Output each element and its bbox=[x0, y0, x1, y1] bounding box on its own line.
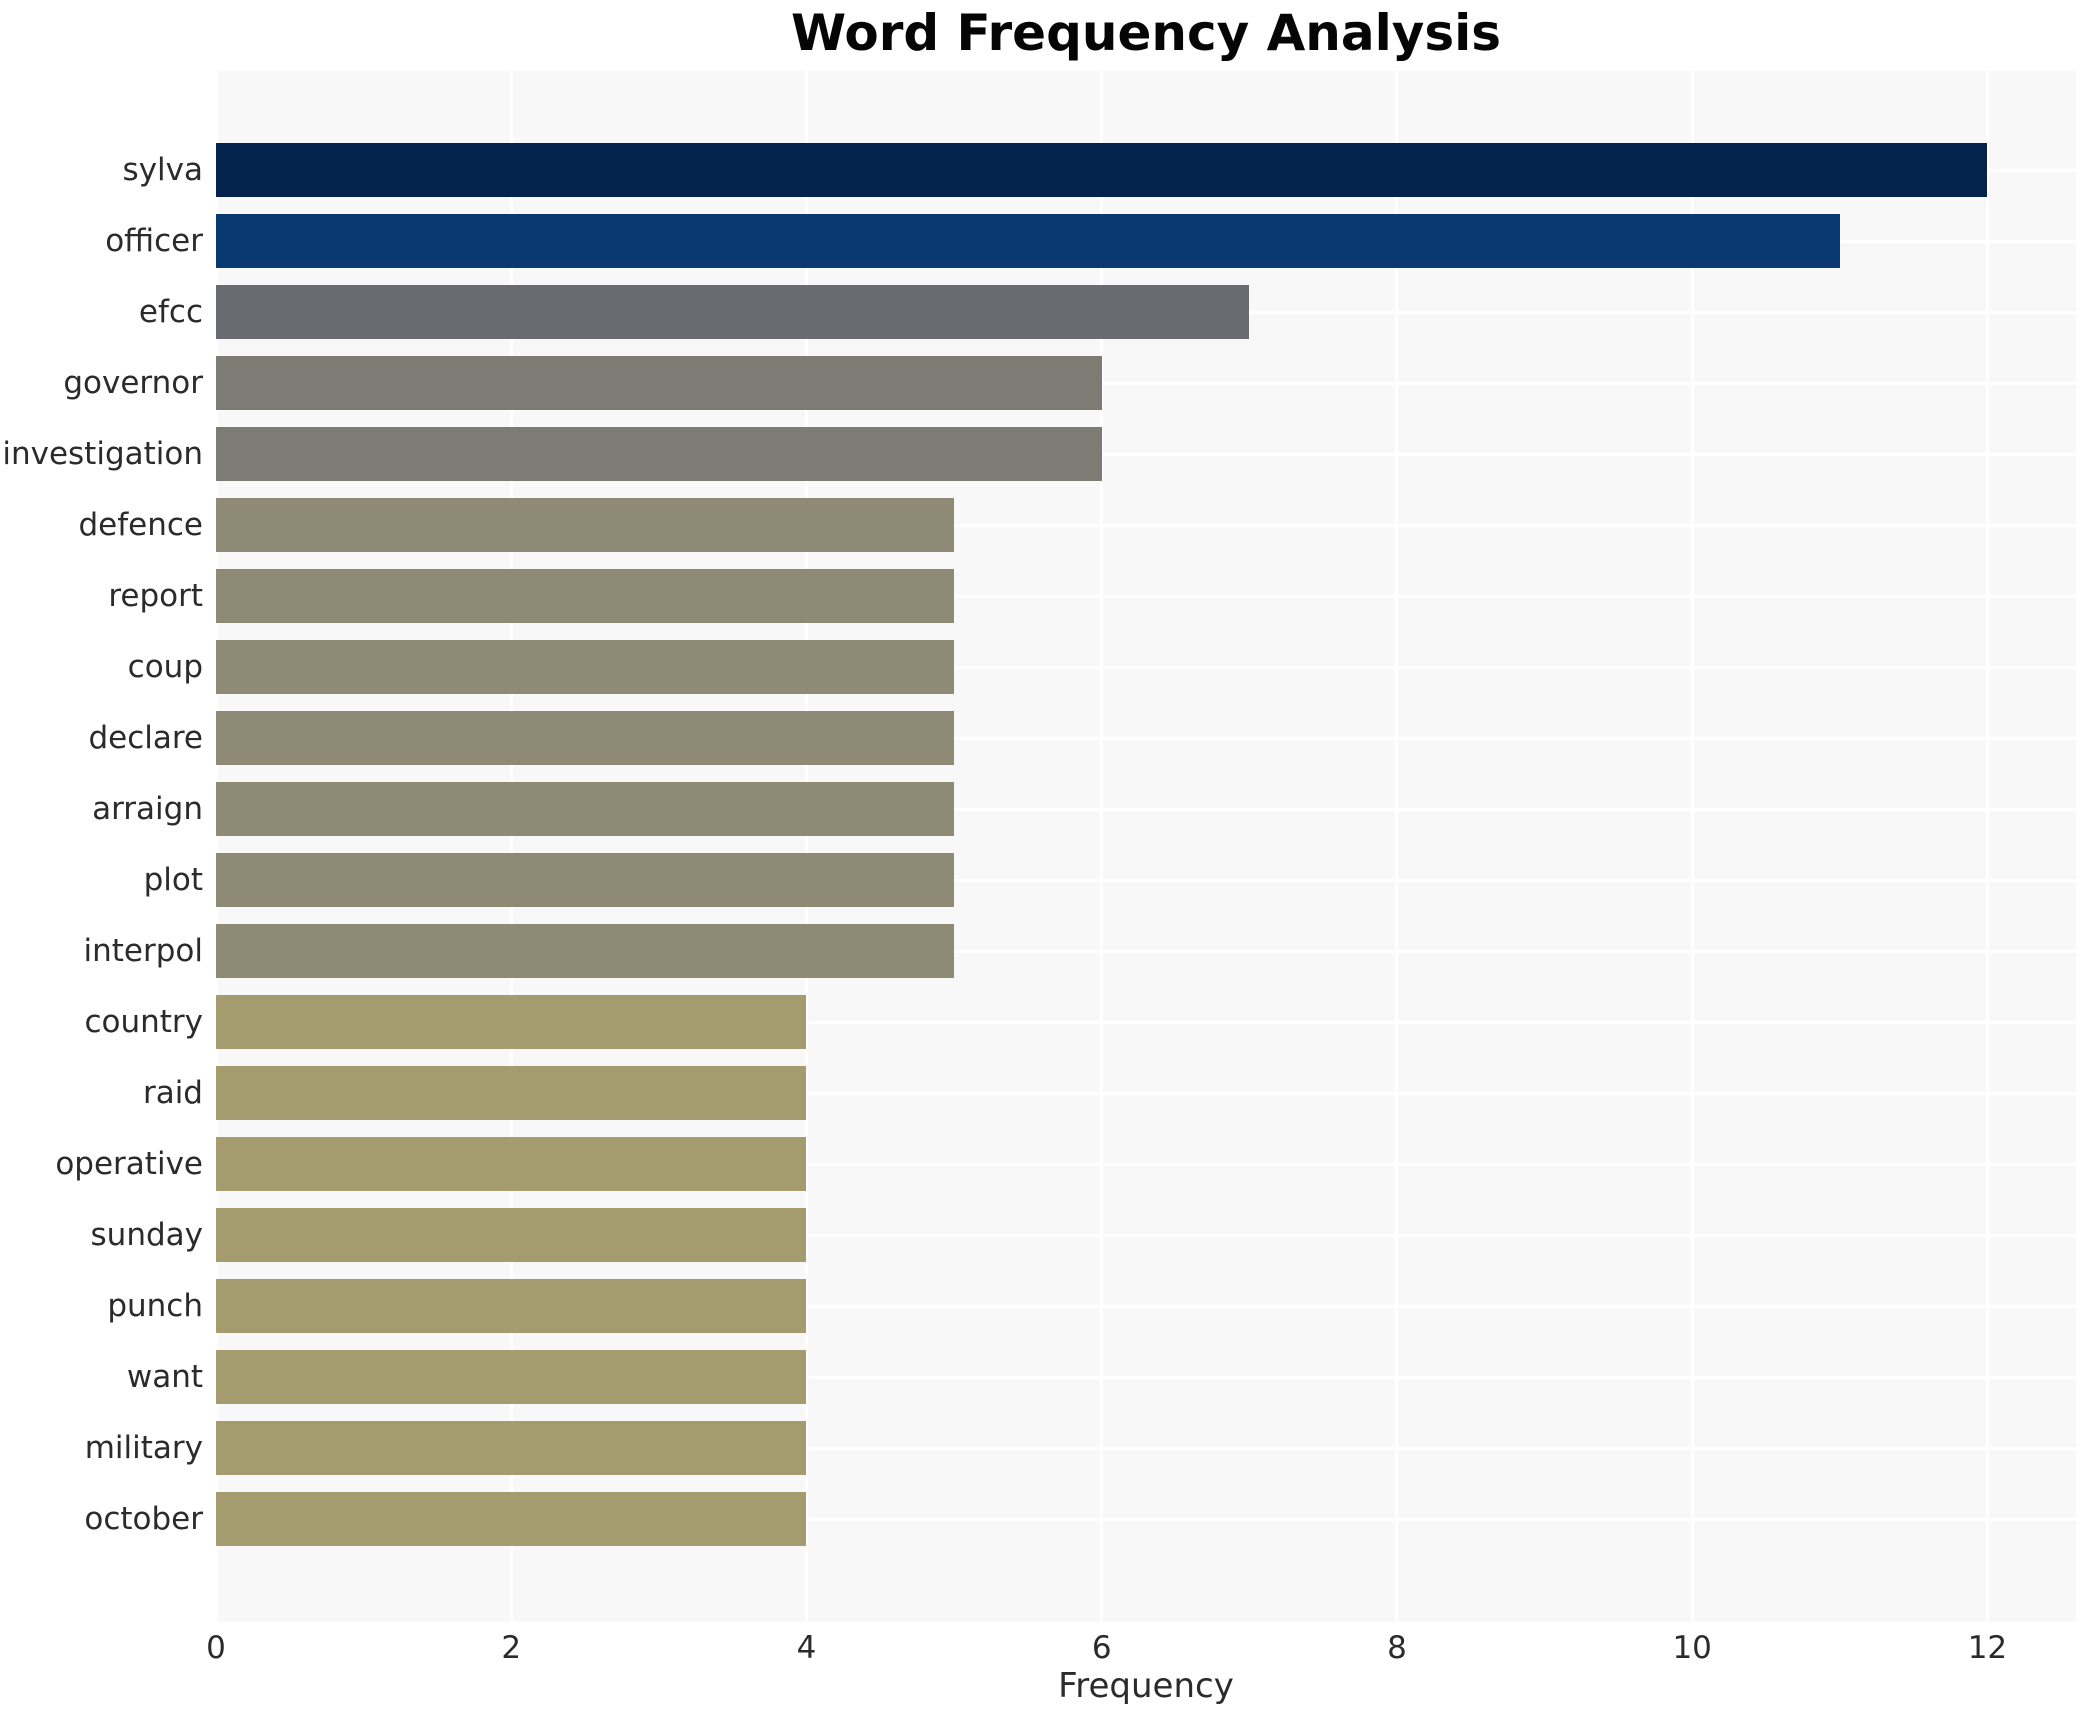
y-label-declare: declare bbox=[88, 720, 203, 756]
y-label-governor: governor bbox=[63, 365, 203, 401]
y-label-interpol: interpol bbox=[83, 933, 204, 969]
bar-arraign bbox=[216, 782, 955, 836]
gridline-x-6 bbox=[1100, 71, 1104, 1622]
bar-defence bbox=[216, 498, 955, 552]
y-axis-labels: sylva officer efcc governor investigation def… bbox=[0, 71, 203, 1622]
y-label-raid: raid bbox=[142, 1075, 203, 1111]
gridline-y-defence bbox=[216, 523, 2076, 527]
gridline-y-declare bbox=[216, 736, 2076, 740]
x-tick-label-6: 6 bbox=[1091, 1630, 1112, 1666]
gridline-x-12 bbox=[1985, 71, 1989, 1622]
y-label-punch: punch bbox=[107, 1288, 203, 1324]
y-label-efcc: efcc bbox=[138, 294, 203, 330]
gridline-y-sunday bbox=[216, 1233, 2076, 1237]
bar-punch bbox=[216, 1279, 807, 1333]
bar-sunday bbox=[216, 1208, 807, 1262]
x-tick-label-0: 0 bbox=[206, 1630, 226, 1666]
y-label-defence: defence bbox=[78, 507, 204, 543]
gridline-y-military bbox=[216, 1446, 2076, 1450]
bar-sylva bbox=[216, 143, 1988, 197]
gridline-y-coup bbox=[216, 665, 2076, 669]
bar-report bbox=[216, 569, 955, 623]
bar-want bbox=[216, 1350, 807, 1404]
y-label-want: want bbox=[126, 1359, 203, 1395]
gridline-y-investigation bbox=[216, 452, 2076, 456]
bar-declare bbox=[216, 711, 955, 765]
bar-country bbox=[216, 995, 807, 1049]
gridline-y-report bbox=[216, 594, 2076, 598]
gridline-x-8 bbox=[1395, 71, 1399, 1622]
y-label-sylva: sylva bbox=[122, 152, 203, 188]
bar-governor bbox=[216, 356, 1102, 410]
gridline-y-country bbox=[216, 1020, 2076, 1024]
gridline-y-arraign bbox=[216, 807, 2076, 811]
gridline-x-2 bbox=[509, 71, 513, 1622]
gridline-y-october bbox=[216, 1517, 2076, 1521]
y-label-investigation: investigation bbox=[2, 436, 203, 472]
y-label-plot: plot bbox=[143, 862, 203, 898]
bar-october bbox=[216, 1492, 807, 1546]
y-label-operative: operative bbox=[55, 1146, 203, 1182]
gridline-y-governor bbox=[216, 381, 2076, 385]
gridline-y-raid bbox=[216, 1091, 2076, 1095]
y-label-military: military bbox=[84, 1430, 203, 1466]
bar-military bbox=[216, 1421, 807, 1475]
x-tick-label-10: 10 bbox=[1672, 1630, 1712, 1666]
bar-interpol bbox=[216, 924, 955, 978]
plot-area bbox=[216, 71, 2076, 1622]
y-label-report: report bbox=[108, 578, 203, 614]
bar-efcc bbox=[216, 285, 1250, 339]
gridline-y-plot bbox=[216, 878, 2076, 882]
gridline-y-interpol bbox=[216, 949, 2076, 953]
bar-investigation bbox=[216, 427, 1102, 481]
y-label-october: october bbox=[84, 1501, 203, 1537]
x-tick-label-12: 12 bbox=[1967, 1630, 2008, 1666]
x-tick-label-2: 2 bbox=[501, 1630, 522, 1666]
gridline-y-punch bbox=[216, 1304, 2076, 1308]
gridline-x-0 bbox=[216, 71, 218, 1622]
gridline-y-operative bbox=[216, 1162, 2076, 1166]
bar-coup bbox=[216, 640, 955, 694]
bar-raid bbox=[216, 1066, 807, 1120]
bar-plot bbox=[216, 853, 955, 907]
y-label-country: country bbox=[84, 1004, 203, 1040]
gridline-x-4 bbox=[804, 71, 808, 1622]
bar-officer bbox=[216, 214, 1840, 268]
chart-title: Word Frequency Analysis bbox=[790, 4, 1502, 62]
bar-operative bbox=[216, 1137, 807, 1191]
x-tick-label-4: 4 bbox=[796, 1630, 817, 1666]
x-axis-title: Frequency bbox=[1058, 1666, 1234, 1706]
x-tick-label-8: 8 bbox=[1387, 1630, 1407, 1666]
gridline-x-10 bbox=[1690, 71, 1694, 1622]
gridline-y-want bbox=[216, 1375, 2076, 1379]
x-axis-ticks: 0 2 4 6 8 10 12 bbox=[0, 1630, 2095, 1670]
y-label-sunday: sunday bbox=[90, 1217, 203, 1253]
y-label-arraign: arraign bbox=[92, 791, 203, 827]
y-label-coup: coup bbox=[127, 649, 203, 685]
y-label-officer: officer bbox=[105, 223, 203, 259]
